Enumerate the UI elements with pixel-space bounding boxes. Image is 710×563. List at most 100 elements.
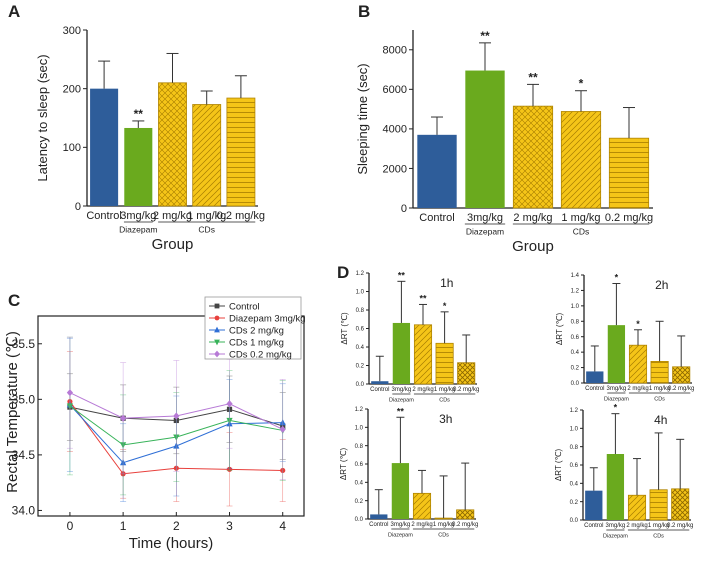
series-cds-0-2-mg-kg-point	[120, 414, 127, 422]
series-cds-0-2-mg-kg-point	[66, 389, 74, 397]
chart-title: 4h	[654, 413, 667, 427]
bar-0-2-mg-kg	[671, 488, 690, 521]
bar-0-2-mg-kg	[226, 97, 256, 207]
x-axis-label: Time (hours)	[129, 535, 213, 552]
x-category-label: 2 mg/kg	[627, 386, 648, 392]
y-tick-label: 0.6	[355, 462, 364, 468]
y-tick-label: 0.6	[571, 335, 580, 341]
x-category-label: Control	[419, 212, 454, 224]
y-tick-label: 1.2	[355, 407, 364, 413]
bar-1-mg-kg	[650, 360, 669, 384]
y-axis-label: ΔRT (℃)	[555, 313, 564, 346]
y-tick-label: 0.0	[355, 517, 364, 523]
x-axis-label: Group	[512, 238, 554, 255]
x-category-label: 3mg/kg	[391, 522, 411, 528]
legend-marker	[214, 315, 220, 321]
y-tick-label: 6000	[383, 84, 407, 96]
x-category-label: 1 mg/kg	[187, 210, 226, 222]
significance-marker: **	[134, 107, 144, 121]
bar-1-mg-kg	[435, 342, 454, 385]
y-tick-label: 0.2	[355, 499, 364, 505]
y-tick-label: 0	[401, 203, 407, 215]
y-axis-label: Rectal Temperature (℃)	[4, 331, 21, 493]
panel-label-c: C	[8, 291, 20, 310]
legend-entry: CDs 2 mg/kg	[229, 326, 284, 337]
significance-marker: **	[480, 29, 490, 43]
bar-0-2-mg-kg	[456, 509, 475, 520]
chart-c-rectal-temperature: 34.0 34.5 35.0 35.5 0 1 2 3 4 Rectal Temperature …	[4, 296, 306, 552]
y-tick-label: 0.2	[570, 500, 579, 506]
x-category-label: 3mg/kg	[467, 212, 503, 224]
legend-entry: Control	[229, 302, 260, 313]
x-tick-label: 3	[226, 519, 233, 533]
plot-frame	[37, 315, 305, 517]
bar-control	[371, 381, 389, 384]
x-category-label: 2 mg/kg	[153, 210, 192, 222]
y-tick-label: 1.2	[571, 289, 580, 295]
bar-3mg-kg	[607, 325, 626, 383]
bar-2-mg-kg	[627, 494, 647, 521]
y-axis-label: ΔRT (℃)	[339, 448, 348, 481]
y-tick-label: 2000	[383, 163, 407, 175]
y-axis-label: Latency to sleep (sec)	[35, 54, 50, 181]
y-tick-label: 100	[63, 142, 81, 154]
group-label: CDs	[198, 225, 215, 235]
bar-1-mg-kg	[192, 104, 222, 207]
y-tick-label: 0.4	[355, 480, 364, 486]
x-axis-label: Group	[152, 236, 194, 253]
y-tick-label: 1.0	[571, 304, 580, 310]
significance-marker: *	[614, 403, 618, 413]
x-category-label: 2 mg/kg	[513, 212, 552, 224]
y-tick-label: 35.5	[12, 337, 36, 351]
series-cds-0-2-mg-kg-point	[173, 412, 180, 420]
significance-marker: **	[398, 270, 406, 280]
group-label: CDs	[438, 533, 449, 539]
x-category-label: 2 mg/kg	[412, 387, 433, 393]
group-label: Diazepam	[388, 533, 413, 539]
legend-entry: CDs 1 mg/kg	[229, 338, 284, 349]
group-label: Diazepam	[604, 397, 629, 403]
group-label: Diazepam	[389, 398, 414, 404]
legend-box	[204, 296, 302, 360]
group-label: CDs	[653, 534, 664, 540]
x-category-label: 2 mg/kg	[411, 522, 432, 528]
bar-3mg-kg	[392, 322, 411, 384]
bar-2-mg-kg	[628, 344, 648, 384]
group-label: CDs	[439, 398, 450, 404]
group-label: CDs	[573, 227, 590, 237]
panel-label-a: A	[8, 2, 20, 21]
bar-0-2-mg-kg	[608, 137, 650, 209]
chart-d-4h: 0.0 0.2 0.4 0.6 0.8 1.0 1.2 ΔRT (℃) Control * 3mg/…	[554, 403, 693, 540]
bar-control	[585, 490, 603, 520]
significance-marker: *	[579, 77, 584, 91]
y-tick-label: 0.8	[355, 444, 364, 450]
x-category-label: 1 mg/kg	[434, 387, 455, 393]
chart-title: 2h	[655, 278, 668, 292]
bar-3mg-kg	[391, 463, 410, 519]
x-category-label: 2 mg/kg	[626, 523, 647, 529]
y-tick-label: 4000	[383, 124, 407, 136]
y-axis-label: ΔRT (℃)	[554, 449, 563, 482]
panel-label-b: B	[358, 2, 370, 21]
group-label: Diazepam	[466, 227, 504, 237]
y-tick-label: 34.0	[12, 503, 36, 517]
x-category-label: Control	[584, 523, 603, 529]
y-tick-label: 0	[75, 201, 81, 213]
chart-title: 3h	[439, 412, 452, 426]
bar-control	[370, 514, 388, 519]
y-tick-label: 1.2	[570, 408, 579, 414]
bar-2-mg-kg	[158, 82, 187, 207]
significance-marker: *	[615, 272, 619, 282]
x-category-label: 1 mg/kg	[433, 522, 454, 528]
x-category-label: 3mg/kg	[392, 387, 412, 393]
x-category-label: Control	[585, 386, 604, 392]
panel-label-d: D	[337, 263, 349, 282]
bar-3mg-kg	[124, 127, 153, 206]
y-tick-label: 0.4	[571, 350, 580, 356]
y-tick-label: 0.2	[356, 364, 365, 370]
significance-marker: *	[443, 301, 447, 311]
y-tick-label: 0.8	[571, 319, 580, 325]
bar-control	[417, 134, 457, 208]
x-category-label: Control	[86, 210, 121, 222]
